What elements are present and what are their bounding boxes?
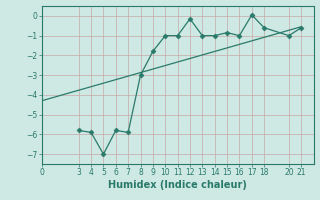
X-axis label: Humidex (Indice chaleur): Humidex (Indice chaleur) [108, 180, 247, 190]
